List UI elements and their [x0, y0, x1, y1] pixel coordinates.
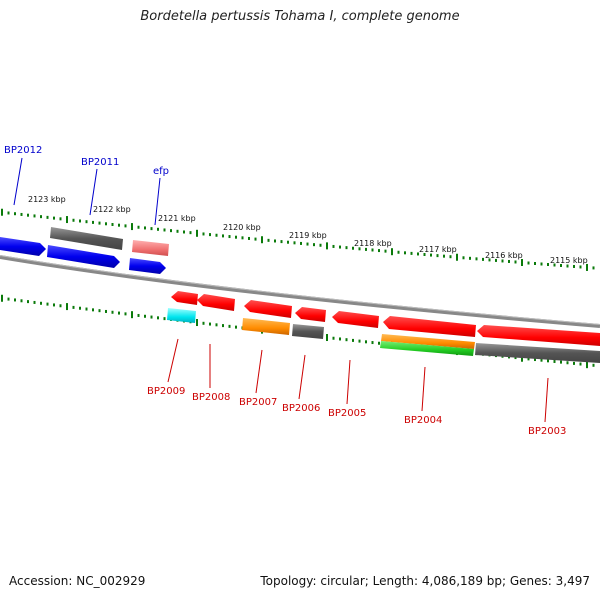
cog-track-segment — [381, 334, 475, 349]
ruler-label: 2118 kbp — [354, 239, 392, 248]
topology-text: Topology: circular; Length: 4,086,189 bp… — [260, 574, 590, 588]
gene-arrow[interactable] — [47, 245, 120, 268]
gene-arrow[interactable] — [197, 294, 235, 311]
gene-label-bp2011[interactable]: BP2011 — [81, 157, 119, 168]
cog-track-segment — [167, 308, 196, 323]
leader-line — [544, 377, 549, 423]
gene-arrow[interactable] — [129, 258, 166, 274]
ruler-label: 2116 kbp — [485, 251, 523, 260]
gene-arrow[interactable] — [332, 311, 379, 328]
ruler-label: 2121 kbp — [158, 214, 196, 223]
cog-track-segment — [242, 318, 290, 335]
gene-label-efp[interactable]: efp — [153, 166, 169, 177]
gene-arrow[interactable] — [383, 316, 476, 337]
gene-label-bp2009[interactable]: BP2009 — [147, 386, 185, 397]
ruler-labels: 2123 kbp 2122 kbp 2121 kbp 2120 kbp 2119… — [28, 195, 588, 265]
ruler-label: 2123 kbp — [28, 195, 66, 204]
ruler-label: 2117 kbp — [419, 245, 457, 254]
gene-label-bp2006[interactable]: BP2006 — [282, 403, 320, 414]
ruler-label: 2115 kbp — [550, 256, 588, 265]
genome-backbone — [0, 255, 600, 328]
leader-line — [421, 366, 426, 412]
leader-line — [13, 157, 23, 206]
ruler-label: 2119 kbp — [289, 231, 327, 240]
gene-arrow[interactable] — [171, 291, 198, 305]
gene-label-bp2004[interactable]: BP2004 — [404, 415, 442, 426]
cog-track-segment — [50, 227, 123, 250]
label-leaders-forward — [13, 157, 161, 226]
gene-arrow[interactable] — [477, 325, 600, 346]
gene-arrow[interactable] — [0, 237, 46, 256]
map-title: Bordetella pertussis Tohama I, complete … — [140, 9, 460, 24]
gene-label-bp2007[interactable]: BP2007 — [239, 397, 277, 408]
cog-track-segment — [475, 343, 600, 363]
gene-label-bp2003[interactable]: BP2003 — [528, 426, 566, 437]
leader-line — [255, 349, 263, 394]
gene-arrow[interactable] — [295, 307, 326, 322]
gene-label-bp2008[interactable]: BP2008 — [192, 392, 230, 403]
cog-track-segment — [380, 341, 474, 356]
ruler-label: 2120 kbp — [223, 223, 261, 232]
cog-track-segment — [292, 324, 324, 339]
ruler-label: 2122 kbp — [93, 205, 131, 214]
ruler-ticks-outer — [1, 208, 595, 271]
genome-backbone-highlight — [0, 255, 600, 325]
gene-arrow[interactable] — [244, 300, 292, 318]
leader-line — [346, 359, 351, 405]
accession-text: Accession: NC_002929 — [9, 574, 146, 588]
leader-line — [298, 354, 306, 400]
gene-label-bp2012[interactable]: BP2012 — [4, 145, 42, 156]
gene-labels-reverse: BP2009 BP2008 BP2007 BP2006 BP2005 BP200… — [147, 386, 566, 437]
leader-line — [89, 168, 98, 216]
cog-track-segment — [132, 240, 169, 256]
gene-label-bp2005[interactable]: BP2005 — [328, 408, 366, 419]
leader-line — [154, 177, 161, 226]
label-leaders-reverse — [167, 338, 549, 423]
gene-labels-forward: BP2012 BP2011 efp — [4, 145, 169, 177]
leader-line — [167, 338, 179, 383]
